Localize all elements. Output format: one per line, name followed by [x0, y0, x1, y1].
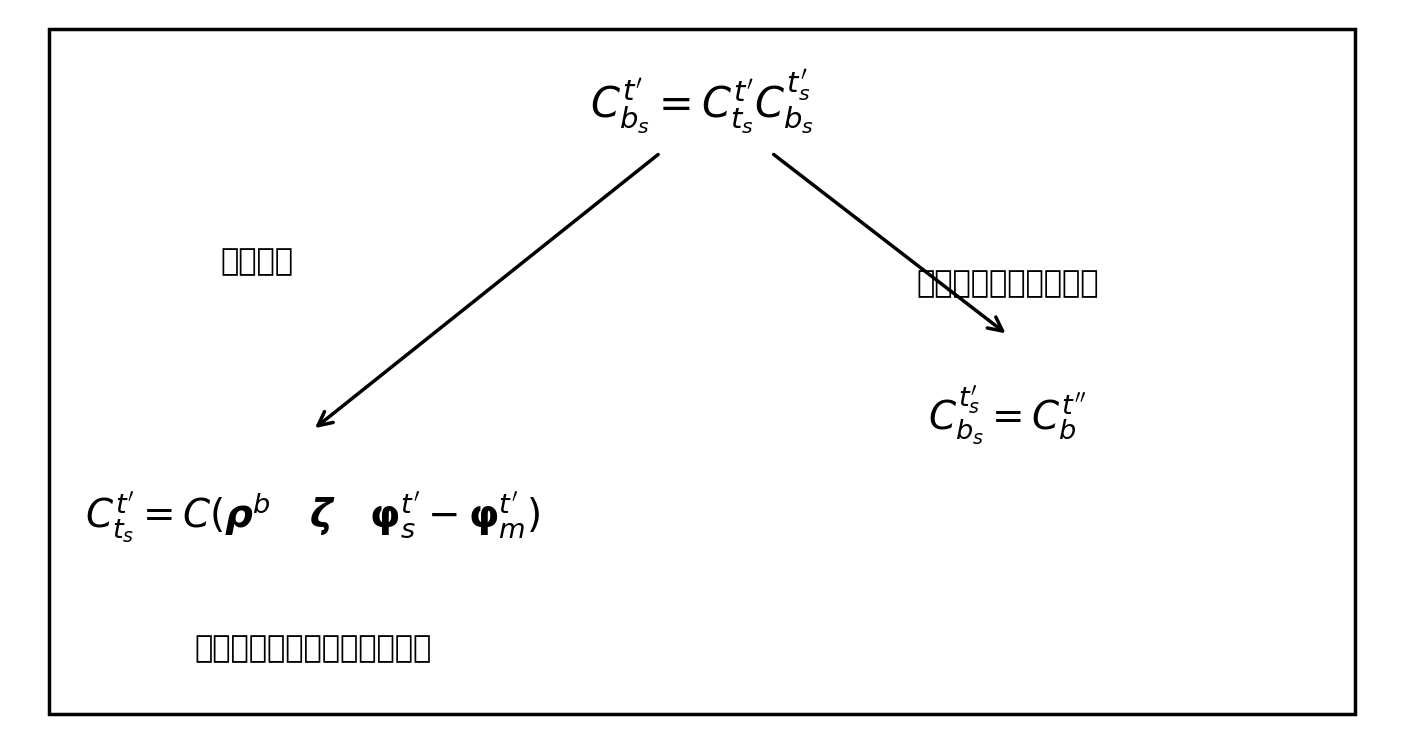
Text: $C_{b_s}^{t'} = C_{t_s}^{t'}C_{b_s}^{t_s'}$: $C_{b_s}^{t'} = C_{t_s}^{t'}C_{b_s}^{t_s… [590, 68, 814, 136]
Text: $C_{b_s}^{t_s'} = C_b^{t''}$: $C_{b_s}^{t_s'} = C_b^{t''}$ [928, 383, 1087, 447]
Text: $C_{t_s}^{t'} = C(\boldsymbol{\rho}^b \quad \boldsymbol{\zeta} \quad \boldsymbol: $C_{t_s}^{t'} = C(\boldsymbol{\rho}^b \q… [86, 490, 541, 545]
Text: 目标矩阵: 目标矩阵 [220, 247, 293, 276]
FancyBboxPatch shape [49, 29, 1355, 714]
Text: 传递对准卡尔曼滤波估计得到: 传递对准卡尔曼滤波估计得到 [194, 634, 431, 663]
Text: 粗对准主惯导直接传递: 粗对准主惯导直接传递 [917, 270, 1099, 299]
